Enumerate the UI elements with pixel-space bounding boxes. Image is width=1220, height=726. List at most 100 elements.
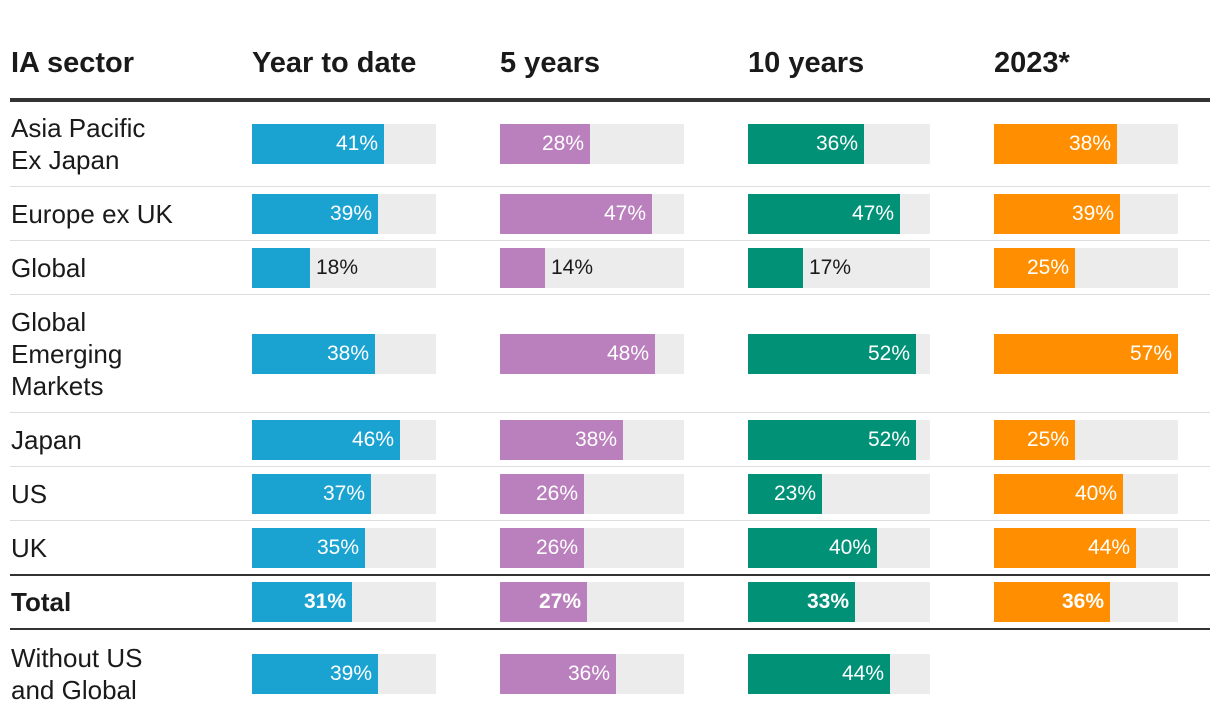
data-label: 18% — [316, 256, 359, 279]
row-label: Asia Pacific Ex Japan — [11, 102, 241, 186]
bar — [994, 124, 1117, 164]
row-label: Without US and Global — [11, 630, 241, 718]
data-label: 31% — [303, 590, 346, 613]
column-header: 5 years — [500, 47, 600, 79]
data-label: 47% — [603, 202, 646, 225]
data-label: 57% — [1129, 342, 1172, 365]
bar-track: 18% — [252, 248, 436, 288]
row-label: Europe ex UK — [11, 187, 241, 240]
bar-track: 40% — [748, 528, 930, 568]
column-header: 10 years — [748, 47, 865, 79]
row-label-line: Asia Pacific — [11, 113, 146, 143]
row-label-line: Emerging — [11, 338, 123, 369]
bar — [500, 654, 616, 694]
row-label-line: Ex Japan — [11, 145, 120, 175]
row-divider — [10, 466, 1210, 467]
data-label: 33% — [806, 590, 849, 613]
row-label-line: US — [11, 478, 48, 509]
data-label: 44% — [841, 662, 884, 685]
bar — [748, 420, 916, 460]
row-divider — [10, 240, 1210, 241]
row-label: UK — [11, 521, 241, 574]
data-label: 36% — [1061, 590, 1104, 613]
data-label: 17% — [809, 256, 852, 279]
data-label: 25% — [1026, 428, 1069, 451]
bar — [500, 124, 590, 164]
bar-track: 31% — [252, 582, 436, 622]
bar-track: 46% — [252, 420, 436, 460]
bar — [252, 334, 375, 374]
data-label: 52% — [867, 342, 910, 365]
bar — [500, 334, 655, 374]
data-label: 46% — [351, 428, 394, 451]
bar — [994, 474, 1123, 514]
row-label-line: Without US — [11, 643, 143, 673]
bar — [748, 582, 855, 622]
bar — [994, 248, 1075, 288]
row-label: Global — [11, 241, 241, 294]
bar — [994, 334, 1178, 374]
row-label-line: Japan — [11, 424, 82, 455]
row-divider — [10, 520, 1210, 521]
data-label: 35% — [316, 536, 359, 559]
bar-track: 28% — [500, 124, 684, 164]
bar-track: 57% — [994, 334, 1178, 374]
bar-track: 17% — [748, 248, 930, 288]
bar — [994, 194, 1120, 234]
bar-track: 52% — [748, 334, 930, 374]
bar-track: 36% — [500, 654, 684, 694]
bar — [994, 528, 1136, 568]
bar — [748, 334, 916, 374]
total-rule — [10, 574, 1210, 576]
bar — [748, 528, 877, 568]
bar — [748, 194, 900, 234]
bar-track: 25% — [994, 420, 1178, 460]
data-label: 40% — [828, 536, 871, 559]
bar — [994, 420, 1075, 460]
bar-track: 38% — [500, 420, 684, 460]
total-rule — [10, 628, 1210, 630]
bar — [252, 124, 384, 164]
bar-track: 36% — [994, 582, 1178, 622]
bar-track: 47% — [500, 194, 684, 234]
row-label-line: Total — [11, 587, 72, 617]
data-label: 38% — [1068, 132, 1111, 155]
bar-track: 26% — [500, 528, 684, 568]
row-label: Japan — [11, 413, 241, 466]
data-label: 28% — [541, 132, 584, 155]
bar — [252, 420, 400, 460]
bar — [500, 420, 623, 460]
bar-track: 44% — [748, 654, 930, 694]
bar — [748, 474, 822, 514]
data-label: 47% — [851, 202, 894, 225]
bar-track: 37% — [252, 474, 436, 514]
bar — [748, 248, 803, 288]
bar — [748, 654, 890, 694]
bar-track: 52% — [748, 420, 930, 460]
data-label: 48% — [606, 342, 649, 365]
data-label: 27% — [538, 590, 581, 613]
bar-track: 27% — [500, 582, 684, 622]
bar — [994, 582, 1110, 622]
bar-track: 38% — [252, 334, 436, 374]
data-label: 52% — [867, 428, 910, 451]
data-label: 36% — [567, 662, 610, 685]
bar-track: 36% — [748, 124, 930, 164]
data-label: 26% — [535, 482, 578, 505]
bar-track: 39% — [252, 654, 436, 694]
row-label: Total — [11, 575, 241, 629]
row-divider — [10, 186, 1210, 187]
column-header: 2023* — [994, 47, 1070, 79]
bar-track: 40% — [994, 474, 1178, 514]
data-label: 36% — [815, 132, 858, 155]
data-label: 26% — [535, 536, 578, 559]
data-label: 37% — [322, 482, 365, 505]
data-label: 38% — [574, 428, 617, 451]
row-label-line: Markets — [11, 370, 104, 401]
column-header: Year to date — [252, 47, 417, 79]
data-label: 40% — [1074, 482, 1117, 505]
bar — [252, 474, 371, 514]
data-label: 41% — [335, 132, 378, 155]
bar — [500, 474, 584, 514]
